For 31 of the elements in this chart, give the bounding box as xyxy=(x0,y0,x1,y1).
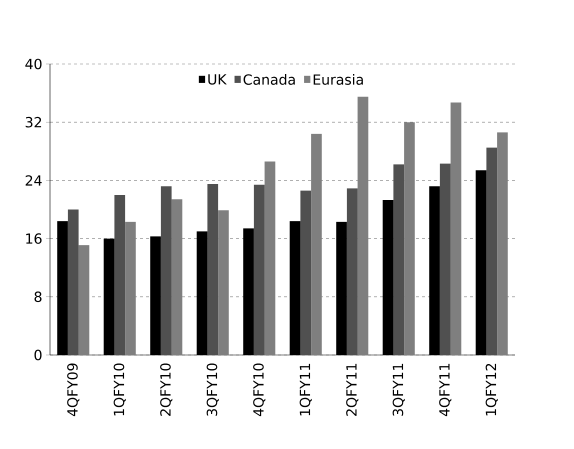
x-tick-label: 4QFY09 xyxy=(67,364,80,416)
x-tick-label: 1QFY12 xyxy=(486,364,498,416)
y-tick-label: 40 xyxy=(25,58,42,70)
x-tick-label: 4QFY11 xyxy=(439,364,452,416)
y-tick-label: 8 xyxy=(34,291,42,302)
bar xyxy=(78,245,90,355)
x-tick-label: 2QFY10 xyxy=(160,363,172,416)
bar xyxy=(393,164,404,355)
x-tick-label: 1QFY10 xyxy=(114,363,126,416)
bar xyxy=(207,184,218,355)
bar xyxy=(160,186,172,355)
legend-label: Eurasia xyxy=(314,74,363,85)
bar xyxy=(114,194,126,355)
x-tick-label: 4QFY10 xyxy=(253,363,266,416)
x-tick-label: 1QFY11 xyxy=(300,364,312,416)
x-tick-label: 3QFY11 xyxy=(392,364,405,416)
bar xyxy=(68,209,79,355)
y-tick-label: 32 xyxy=(26,116,42,128)
bar xyxy=(486,148,498,355)
x-tick-label: 2QFY11 xyxy=(346,364,358,416)
y-tick-label: 0 xyxy=(34,350,42,360)
bar xyxy=(497,132,508,355)
y-tick-label: 16 xyxy=(26,233,42,244)
bar xyxy=(300,190,312,355)
bar xyxy=(346,188,358,355)
y-tick-label: 24 xyxy=(26,175,42,186)
legend-label: Canada xyxy=(244,74,295,85)
bar xyxy=(254,184,265,355)
bar xyxy=(440,164,451,355)
x-tick-label: 3QFY10 xyxy=(206,363,219,416)
legend-label: UK xyxy=(208,74,227,85)
